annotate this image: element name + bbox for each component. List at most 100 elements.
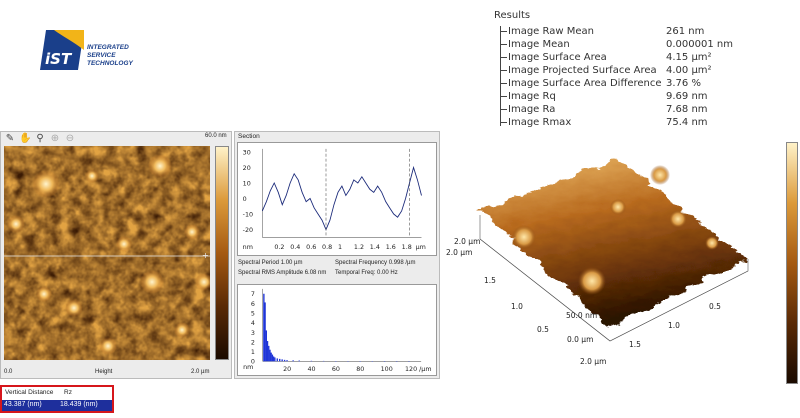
axis-z-50: 50.0 nm — [566, 311, 597, 320]
axis-y-15: 1.5 — [484, 276, 496, 285]
axis-y-top: 2.0 µm — [454, 237, 480, 246]
x-axis-label: /µm — [419, 366, 431, 373]
result-row: Image Raw Mean 261 nm — [494, 25, 794, 38]
measurement-box: Vertical Distance Rz 43.387 (nm) 18.439 … — [0, 385, 114, 413]
results-panel: Results Image Raw Mean 261 nm Image Mean 0.… — [494, 10, 794, 129]
result-label: Image Rq — [508, 91, 556, 102]
y-tick-label: 4 — [251, 320, 255, 327]
result-row: Image Mean 0.000001 nm — [494, 38, 794, 51]
vertical-distance-header: Vertical Distance — [5, 389, 54, 396]
result-value: 75.4 nm — [666, 117, 708, 128]
spectrum-bar — [268, 345, 270, 362]
x-tick-label: 1.8 — [402, 243, 412, 251]
hand-icon[interactable]: ✋ — [19, 133, 32, 144]
result-row: Image Surface Area 4.15 µm² — [494, 51, 794, 64]
image-channel-label: Height — [95, 369, 113, 375]
x-tick-label: 0.6 — [306, 243, 316, 251]
result-label: Image Raw Mean — [508, 26, 594, 37]
results-title: Results — [494, 10, 531, 21]
zoom-in-icon[interactable]: ⊕ — [50, 133, 60, 144]
y-tick-label: 10 — [243, 179, 251, 187]
ist-logo-text: INTEGRATED SERVICE TECHNOLOGY — [87, 44, 133, 68]
spectrum-bar — [264, 302, 266, 362]
result-label: Image Rmax — [508, 117, 572, 128]
height-scale-max: 60.0 nm — [205, 133, 227, 139]
measurement-row[interactable]: 43.387 (nm) 18.439 (nm) — [2, 400, 112, 411]
result-value: 3.76 % — [666, 78, 701, 89]
x-tick-label: 1.6 — [386, 243, 396, 251]
section-line-cursor-icon[interactable]: + — [202, 251, 209, 260]
surface-3d-view[interactable]: 2.0 µm 2.0 µm 1.5 1.0 0.5 0.0 µm 50.0 nm… — [442, 131, 784, 379]
surface-colorbar — [786, 142, 798, 384]
rz-value: 18.439 (nm) — [60, 401, 98, 408]
result-row: Image Surface Area Difference 3.76 % — [494, 77, 794, 90]
x-tick-label: 60 — [332, 366, 340, 373]
spectrum-bar — [266, 341, 269, 362]
spectrum-bar — [263, 293, 265, 362]
y-tick-label: 6 — [251, 301, 255, 308]
tree-branch — [500, 83, 507, 84]
result-row: Image Ra 7.68 nm — [494, 103, 794, 116]
section-profile-chart[interactable]: 30 20 10 0 -10 -20 nm 0.2 0.4 0.6 0.8 1 1.2 1.4 1.6 1.8… — [237, 142, 437, 256]
spectrum-bar — [286, 360, 288, 362]
y-tick-label: 0 — [243, 195, 247, 203]
x-tick-label: 0.4 — [290, 243, 300, 251]
axis-x-20: 2.0 µm — [580, 357, 606, 366]
y-tick-label: 3 — [251, 330, 255, 337]
tree-branch — [500, 57, 507, 58]
spectrum-bar — [271, 354, 274, 362]
tree-branch — [500, 44, 507, 45]
x-axis-label: µm — [416, 243, 426, 251]
result-label: Image Ra — [508, 104, 556, 115]
result-label: Image Surface Area Difference — [508, 78, 662, 89]
logo-line-1: INTEGRATED — [87, 44, 129, 51]
section-title: Section — [238, 133, 260, 140]
spectrum-bar — [283, 359, 286, 362]
temporal-frequency: Temporal Freq: 0.00 Hz — [335, 270, 398, 276]
spectrum-bar — [274, 357, 276, 362]
x-tick-label: 0.2 — [274, 243, 284, 251]
tree-branch — [500, 70, 507, 71]
result-row: Image Rq 9.69 nm — [494, 90, 794, 103]
y-tick-label: -20 — [243, 226, 253, 234]
x-tick-label: 0.8 — [322, 243, 332, 251]
height-colorbar — [215, 146, 229, 360]
axis-x-15: 1.5 — [629, 340, 641, 349]
spectrum-bar — [276, 358, 278, 362]
x-tick-label: 100 — [381, 366, 393, 373]
x-tick-label: 1.2 — [354, 243, 364, 251]
ist-logo-letters: iST — [45, 50, 73, 68]
y-tick-label: 2 — [251, 339, 255, 346]
result-value: 7.68 nm — [666, 104, 708, 115]
result-label: Image Surface Area — [508, 52, 607, 63]
zoom-out-icon[interactable]: ⊖ — [65, 133, 75, 144]
axis-y-top-2: 2.0 µm — [446, 248, 472, 257]
results-tree-line — [500, 26, 501, 126]
zoom-icon[interactable]: ⚲ — [36, 133, 44, 144]
results-list: Image Raw Mean 261 nm Image Mean 0.000001 n… — [494, 25, 794, 129]
x-tick-label: 40 — [308, 366, 316, 373]
pencil-icon[interactable]: ✎ — [5, 133, 15, 144]
axis-y-10: 1.0 — [511, 302, 523, 311]
y-tick-label: -10 — [243, 211, 253, 219]
result-row: Image Projected Surface Area 4.00 µm² — [494, 64, 794, 77]
ist-logo-mark: iST — [40, 30, 84, 70]
height-image-panel: ✎ ✋ ⚲ ⊕ ⊖ 60.0 nm — [0, 131, 232, 379]
y-tick-label: 5 — [251, 310, 255, 317]
image-toolbar: ✎ ✋ ⚲ ⊕ ⊖ — [1, 132, 121, 146]
spectrum-bar — [279, 358, 281, 362]
spectrum-bar — [281, 359, 283, 362]
afm-height-image[interactable]: + — [4, 146, 210, 360]
vertical-distance-value: 43.387 (nm) — [4, 401, 42, 408]
result-value: 4.00 µm² — [666, 65, 712, 76]
axis-x-05: 0.5 — [709, 302, 721, 311]
spectrum-bar — [270, 352, 272, 362]
tree-branch — [500, 109, 507, 110]
rz-header: Rz — [64, 389, 72, 396]
spectral-frequency: Spectral Frequency 0.998 /µm — [335, 260, 416, 266]
result-value: 0.000001 nm — [666, 39, 733, 50]
spectrum-chart[interactable]: 7 6 5 4 3 2 1 0nm 20 40 60 80 100 120/µm — [237, 284, 437, 376]
spectral-period: Spectral Period 1.00 µm — [238, 260, 303, 266]
spectrum-bar — [265, 330, 267, 362]
section-profile-line — [261, 165, 422, 231]
